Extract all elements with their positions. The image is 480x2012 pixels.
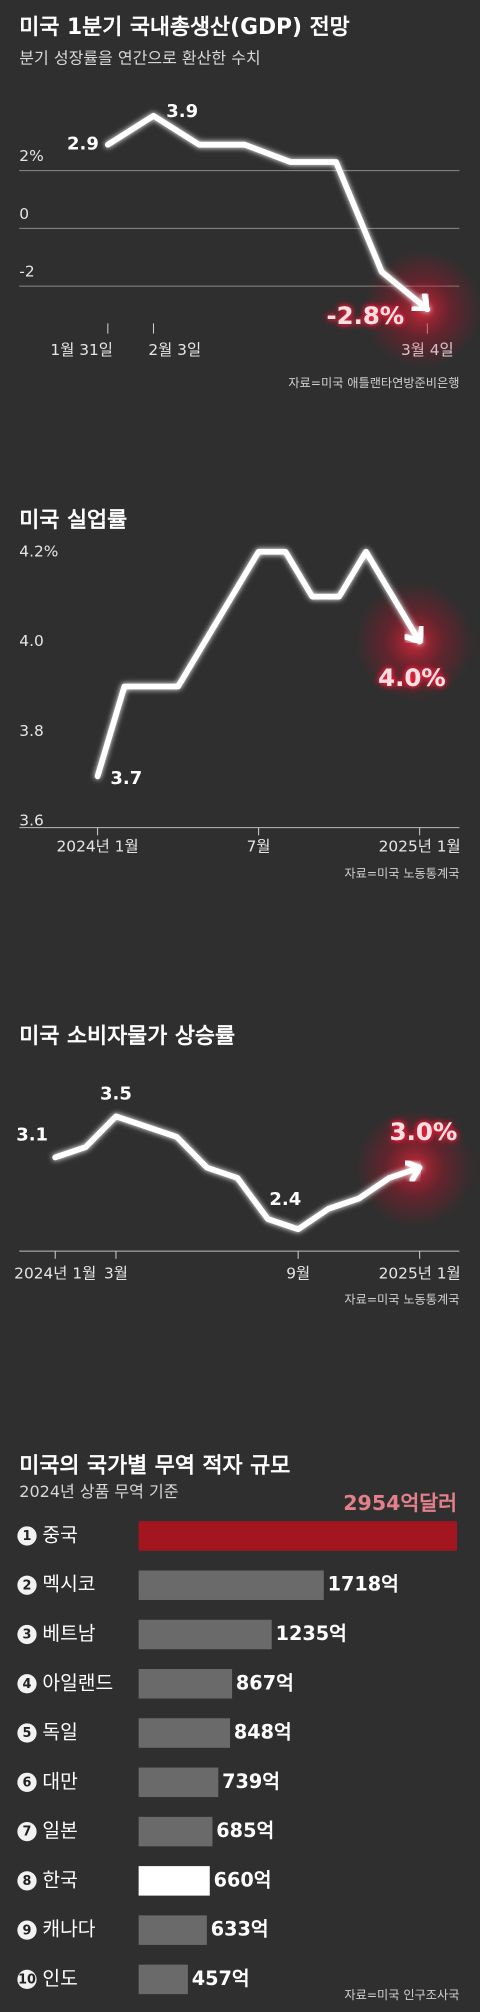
rank: 5	[23, 1726, 32, 1741]
line-series	[52, 1113, 423, 1233]
chart-title: 미국 실업률	[19, 508, 127, 533]
chart-subtitle: 2024년 상품 무역 기준	[19, 1482, 178, 1501]
y-tick-label: 0	[19, 205, 29, 223]
rank: 10	[18, 1973, 36, 1988]
bar	[138, 1718, 231, 1748]
rank: 7	[23, 1825, 32, 1840]
value-label: 2.4	[269, 1189, 301, 1210]
source: 자료=미국 애틀랜타연방준비은행	[288, 375, 459, 390]
value-label: 457억	[192, 1967, 250, 1990]
source: 자료=미국 인구조사국	[344, 1988, 459, 2002]
value-label: 633억	[211, 1918, 269, 1941]
arrow-head	[410, 292, 431, 313]
rank-badge	[17, 1920, 37, 1940]
value-label: 660억	[214, 1868, 272, 1891]
rank-badge	[17, 1526, 37, 1546]
rank-badge	[17, 1772, 37, 1792]
bar	[138, 1521, 458, 1551]
rank-badge	[17, 1821, 37, 1842]
rank: 1	[23, 1529, 32, 1544]
category-label: 독일	[42, 1721, 77, 1744]
arrow-head	[403, 624, 425, 645]
rank-badge	[17, 1575, 37, 1595]
rank-badge	[17, 1674, 37, 1694]
rank: 6	[23, 1775, 32, 1790]
chart-subtitle: 분기 성장률을 연간으로 환산한 수치	[19, 49, 260, 68]
value-label: 3.5	[100, 1084, 132, 1105]
category-label: 중국	[42, 1523, 77, 1546]
category-label: 대만	[42, 1770, 78, 1793]
arrow-head	[403, 1159, 423, 1183]
value-label: 2954억달러	[343, 1491, 457, 1515]
value-label: 3.1	[16, 1125, 48, 1146]
line-series	[104, 112, 431, 313]
rank: 4	[23, 1677, 32, 1692]
rank: 9	[23, 1923, 32, 1938]
bar	[138, 1866, 210, 1896]
rank-badge	[17, 1723, 37, 1743]
x-tick-label: 3월	[104, 1265, 128, 1283]
rank-badge	[17, 1871, 37, 1891]
source: 자료=미국 노동통계국	[344, 866, 459, 880]
value-label: 3.7	[110, 768, 142, 789]
bar	[138, 1964, 188, 1995]
rank-badge	[17, 1624, 37, 1645]
bar	[138, 1619, 272, 1650]
value-label: 1718억	[328, 1573, 399, 1596]
value-label: 3.9	[166, 101, 198, 122]
line-series	[94, 548, 423, 780]
chart-title: 미국 1분기 국내총생산(GDP) 전망	[19, 15, 349, 40]
end-value-label: 3.0%	[390, 1117, 458, 1146]
y-tick-label: 2%	[19, 147, 43, 165]
value-label: 848억	[234, 1721, 292, 1744]
category-label: 베트남	[42, 1622, 95, 1645]
category-label: 아일랜드	[42, 1671, 113, 1694]
end-value-label: 4.0%	[378, 663, 446, 692]
bar	[138, 1915, 207, 1945]
chart-title: 미국 소비자물가 상승률	[19, 1024, 235, 1049]
x-tick-label: 2024년 1월	[14, 1265, 96, 1283]
category-label: 캐나다	[42, 1918, 95, 1941]
y-tick-label: -2	[19, 263, 34, 281]
rank: 8	[23, 1874, 32, 1889]
x-tick-label: 2024년 1월	[57, 837, 139, 855]
value-label: 2.9	[67, 134, 99, 155]
y-tick-label: 3.6	[19, 812, 43, 830]
bar	[138, 1816, 213, 1847]
x-tick-label: 2월 3일	[148, 341, 201, 359]
end-value-label: -2.8%	[327, 301, 405, 330]
x-tick-label: 2025년 1월	[379, 837, 461, 855]
x-tick-label: 7월	[247, 837, 271, 855]
value-label: 867억	[236, 1671, 294, 1694]
x-tick-label: 9월	[286, 1265, 310, 1283]
value-label: 1235억	[276, 1622, 347, 1645]
y-tick-label: 4.0	[19, 632, 43, 650]
rank: 2	[23, 1578, 32, 1593]
rank: 3	[23, 1628, 32, 1643]
value-label: 685억	[216, 1819, 274, 1842]
category-label: 일본	[42, 1819, 77, 1842]
rank-badge	[17, 1969, 37, 1990]
bar	[138, 1570, 324, 1600]
value-label: 739억	[222, 1770, 280, 1793]
bar	[138, 1767, 219, 1798]
source: 자료=미국 노동통계국	[344, 1292, 459, 1306]
y-tick-label: 4.2%	[19, 542, 58, 560]
category-label: 인도	[42, 1967, 77, 1990]
x-tick-label: 2025년 1월	[379, 1265, 461, 1283]
chart-title: 미국의 국가별 무역 적자 규모	[19, 1454, 290, 1479]
x-tick-label: 1월 31일	[50, 341, 113, 359]
category-label: 한국	[42, 1868, 77, 1891]
bar	[138, 1669, 233, 1699]
category-label: 멕시코	[42, 1573, 95, 1596]
y-tick-label: 3.8	[19, 722, 43, 740]
